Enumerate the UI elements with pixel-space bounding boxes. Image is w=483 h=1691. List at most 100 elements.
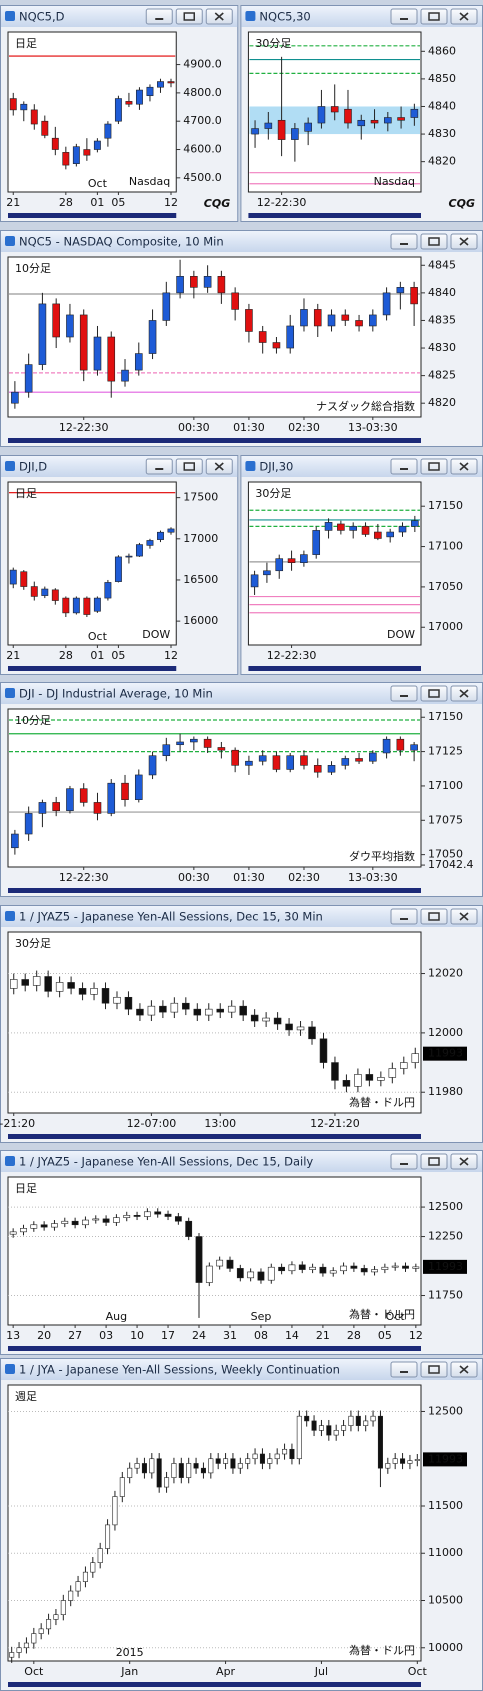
- y-tick-label: 12500: [428, 1404, 463, 1417]
- minimize-button[interactable]: [390, 8, 418, 25]
- close-button[interactable]: [450, 458, 478, 475]
- close-button[interactable]: [450, 685, 478, 702]
- x-tick-label: Jan: [120, 1665, 138, 1678]
- x-tick-label: 12-07:00: [127, 1117, 177, 1130]
- candle-body: [355, 1415, 361, 1426]
- candle-body: [51, 1223, 58, 1228]
- candle-body: [371, 1269, 378, 1273]
- close-button[interactable]: [205, 8, 233, 25]
- candle-body: [134, 1463, 140, 1469]
- candle-body: [217, 276, 226, 294]
- candle-body: [216, 1259, 224, 1267]
- x-tick-label: 12: [164, 196, 178, 209]
- close-button[interactable]: [450, 908, 478, 925]
- y-tick-label: 4500.0: [183, 171, 222, 184]
- source-label: Nasdaq: [374, 175, 415, 188]
- candle-body: [38, 1628, 44, 1634]
- chart-label: 10分足: [15, 714, 51, 727]
- candle-body: [382, 738, 391, 754]
- chart-label: 日足: [15, 1182, 37, 1195]
- candle-body: [257, 1271, 265, 1281]
- x-tick-label: 12-22:30: [257, 196, 307, 209]
- close-button[interactable]: [450, 8, 478, 25]
- candle-body: [55, 982, 64, 992]
- source-label: Nasdaq: [129, 175, 170, 188]
- x-tick-label: 24: [192, 1329, 206, 1342]
- candle-body: [337, 523, 345, 531]
- candle-body: [282, 1448, 288, 1455]
- chart-label: 日足: [15, 37, 37, 50]
- maximize-button[interactable]: [175, 8, 203, 25]
- candle-body: [205, 1265, 213, 1283]
- time-strip: [248, 213, 421, 218]
- title-bar: [1, 683, 482, 704]
- maximize-button[interactable]: [420, 458, 448, 475]
- candle-body: [341, 758, 350, 766]
- maximize-button[interactable]: [420, 1153, 448, 1170]
- x-tick-label: 21: [316, 1329, 330, 1342]
- maximize-button[interactable]: [420, 685, 448, 702]
- candle-body: [82, 1219, 89, 1226]
- source-label: DOW: [142, 628, 170, 641]
- candle-body: [342, 1080, 351, 1087]
- candle-body: [386, 531, 394, 538]
- logo: CQG: [204, 197, 230, 210]
- chart-window: NQC5,30 4860 4850 4840 4830 4820 12-22:30 30分足 N…: [240, 5, 483, 222]
- close-button[interactable]: [450, 1361, 478, 1378]
- window-icon: [5, 688, 15, 698]
- maximize-button[interactable]: [420, 8, 448, 25]
- x-tick-label: 05: [111, 649, 125, 662]
- chart-label: 週足: [15, 1390, 37, 1403]
- candle-body: [296, 1026, 305, 1031]
- candle-body: [30, 586, 38, 597]
- candle-body: [317, 106, 326, 124]
- minimize-button[interactable]: [145, 8, 173, 25]
- y-tick-label: 4835: [428, 313, 456, 326]
- close-button[interactable]: [205, 458, 233, 475]
- candle-body: [402, 1265, 409, 1269]
- source-label: 為替・ドル円: [349, 1307, 415, 1321]
- candle-body: [410, 287, 418, 305]
- candle-body: [231, 749, 239, 766]
- candle-body: [83, 149, 91, 156]
- candle-body: [355, 320, 363, 327]
- minimize-button[interactable]: [390, 233, 418, 250]
- minimize-button[interactable]: [390, 908, 418, 925]
- plot-area: [7, 481, 177, 646]
- candle-body: [245, 309, 253, 332]
- candle-body: [237, 1463, 243, 1469]
- candle-body: [124, 996, 133, 1010]
- period-label: Aug: [106, 1310, 127, 1323]
- close-button[interactable]: [450, 1153, 478, 1170]
- maximize-button[interactable]: [175, 458, 203, 475]
- candle-body: [319, 1266, 327, 1274]
- y-tick-label: 16000: [183, 614, 218, 627]
- candle-body: [114, 556, 122, 582]
- y-tick-label: 10500: [428, 1594, 463, 1607]
- y-tick-label: 16500: [183, 573, 218, 586]
- candle-body: [154, 1211, 162, 1215]
- candle-body: [135, 89, 143, 105]
- candle-body: [52, 802, 60, 811]
- plot-area: [7, 256, 422, 418]
- candle-body: [61, 1220, 69, 1224]
- close-button[interactable]: [450, 233, 478, 250]
- maximize-button[interactable]: [420, 233, 448, 250]
- candle-body: [384, 117, 392, 124]
- minimize-button[interactable]: [390, 1153, 418, 1170]
- candle-body: [93, 597, 101, 612]
- maximize-button[interactable]: [420, 1361, 448, 1378]
- maximize-button[interactable]: [420, 908, 448, 925]
- candle-body: [333, 1430, 339, 1436]
- candle-body: [31, 1633, 37, 1644]
- button-face: [390, 1153, 418, 1170]
- minimize-button[interactable]: [145, 458, 173, 475]
- minimize-button[interactable]: [390, 685, 418, 702]
- x-tick-label: 00:30: [178, 421, 210, 434]
- minimize-button[interactable]: [390, 1361, 418, 1378]
- time-strip: [248, 666, 421, 671]
- window-title: NQC5,D: [19, 10, 65, 24]
- minimize-button[interactable]: [390, 458, 418, 475]
- candle-body: [227, 1005, 236, 1013]
- window-title: NQC5 - NASDAQ Composite, 10 Min: [19, 235, 224, 249]
